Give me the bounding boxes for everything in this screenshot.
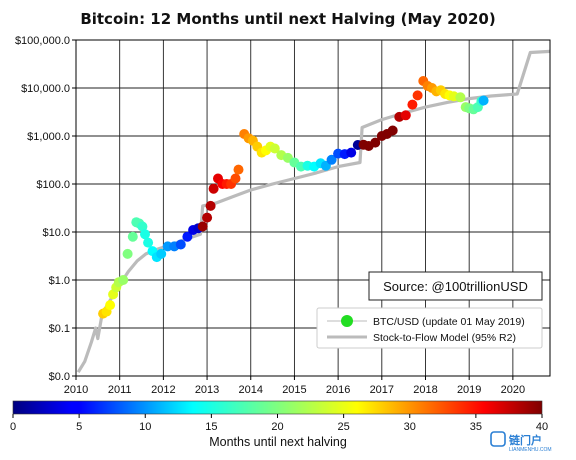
plot-frame [75, 39, 551, 377]
btc-price-point [412, 90, 423, 101]
x-tick-label: 2020 [501, 384, 525, 396]
chart-title: Bitcoin: 12 Months until next Halving (M… [80, 10, 495, 28]
btc-price-point [143, 237, 154, 248]
y-tick-label: $0.0 [49, 371, 70, 383]
source-label: Source: @100trillionUSD [383, 279, 528, 294]
y-tick-label: $1.0 [49, 275, 70, 287]
btc-price-point [175, 239, 186, 250]
x-tick-label: 2019 [457, 384, 481, 396]
colorbar-ticks: 0 5 10 15 20 25 30 35 40 [10, 414, 548, 433]
btc-price-points [98, 76, 489, 319]
colorbar-tick-label: 30 [404, 421, 416, 433]
y-tick-label: $10,000.0 [21, 83, 70, 95]
x-tick-label: 2016 [326, 384, 350, 396]
legend-btc-marker [341, 315, 353, 327]
colorbar-tick-label: 0 [10, 421, 16, 433]
watermark-subtext: LIANMENHU.COM [509, 447, 552, 453]
colorbar-tick-label: 15 [205, 421, 217, 433]
legend-label-btc: BTC/USD (update 01 May 2019) [373, 316, 525, 328]
x-tick-label: 2018 [413, 384, 437, 396]
colorbar-tick-label: 20 [271, 421, 283, 433]
btc-price-point [182, 231, 193, 242]
colorbar-tick-label: 40 [536, 421, 548, 433]
y-axis-ticks: $0.0 $0.1 $1.0 $10.0 $100.0 $1,000.0 $10,000.0… [15, 35, 76, 383]
btc-price-point [370, 137, 381, 148]
source-box: Source: @100trillionUSD [368, 271, 543, 301]
y-tick-label: $1,000.0 [27, 131, 70, 143]
btc-price-point [400, 110, 411, 121]
btc-price-point [208, 183, 219, 194]
watermark: 链门户 LIANMENHU.COM [490, 431, 552, 453]
btc-price-point [346, 147, 357, 158]
x-tick-label: 2010 [64, 384, 88, 396]
btc-price-point [407, 99, 418, 110]
btc-price-point [387, 125, 398, 136]
colorbar-tick-label: 10 [139, 421, 151, 433]
btc-price-point [137, 221, 148, 232]
btc-price-point [202, 212, 213, 223]
x-tick-label: 2011 [108, 384, 132, 396]
watermark-text: 链门户 [509, 433, 542, 447]
colorbar-tick-label: 25 [338, 421, 350, 433]
btc-price-point [105, 300, 116, 311]
x-tick-label: 2012 [151, 384, 175, 396]
y-tick-label: $100.0 [36, 179, 70, 191]
colorbar-label: Months until next halving [209, 435, 347, 449]
btc-price-point [140, 229, 150, 240]
btc-price-point [326, 154, 337, 165]
btc-price-point [205, 200, 216, 211]
watermark-logo-icon [490, 431, 506, 447]
grid-lines [75, 39, 550, 377]
x-tick-label: 2013 [195, 384, 219, 396]
btc-price-point [233, 164, 244, 175]
btc-price-point [478, 95, 489, 106]
colorbar-tick-label: 5 [76, 421, 82, 433]
y-tick-label: $0.1 [49, 323, 70, 335]
x-tick-label: 2014 [239, 384, 263, 396]
btc-price-point [269, 143, 280, 154]
legend-label-stf: Stock-to-Flow Model (95% R2) [373, 332, 516, 344]
source-box-frame [368, 271, 543, 301]
btc-price-point [122, 248, 133, 259]
btc-price-point [455, 92, 466, 103]
btc-price-point [118, 275, 129, 285]
legend: BTC/USD (update 01 May 2019) Stock-to-Fl… [316, 307, 543, 349]
y-tick-label: $10.0 [42, 227, 70, 239]
x-axis-ticks: 2010 2011 2012 2013 2014 2015 2016 2017 2018 2019… [64, 376, 525, 396]
btc-price-point [127, 231, 138, 242]
btc-price-point [156, 248, 167, 259]
x-tick-label: 2017 [370, 384, 394, 396]
legend-frame [316, 307, 543, 349]
btc-price-point [197, 221, 208, 232]
x-tick-label: 2015 [282, 384, 306, 396]
colorbar-tick-label: 35 [470, 421, 482, 433]
colorbar [12, 400, 543, 415]
btc-price-point [230, 173, 241, 184]
y-tick-label: $100,000.0 [15, 35, 70, 47]
